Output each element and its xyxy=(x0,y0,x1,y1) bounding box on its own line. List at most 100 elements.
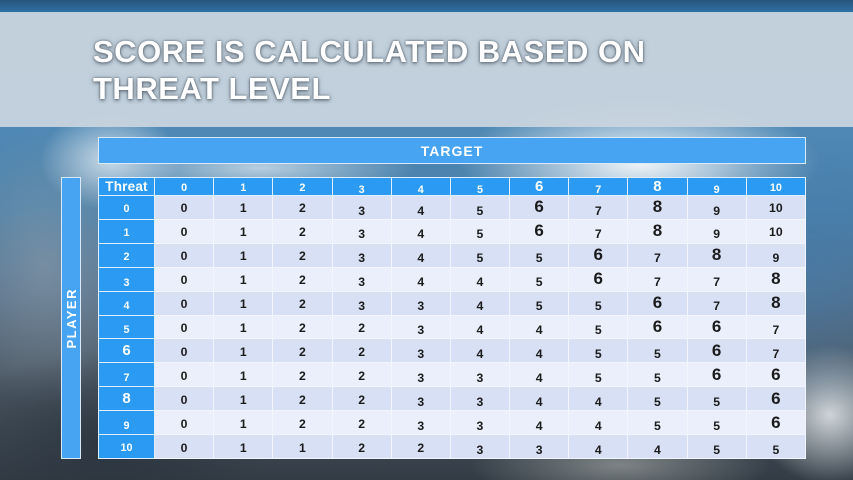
digit: 1 xyxy=(299,440,306,455)
score-cell: 1 xyxy=(213,290,274,316)
digit: 2 xyxy=(299,297,306,312)
score-cell: 7 xyxy=(627,242,688,268)
row-header: 7 xyxy=(98,362,155,388)
score-cell: 1 xyxy=(213,218,274,244)
digit: 4 xyxy=(654,442,661,457)
score-cell: 7 xyxy=(745,338,807,364)
table-row: 9 0 1 2 2 3 3 4 4 5 5 6 xyxy=(98,410,807,436)
score-cell: 5 xyxy=(509,266,570,292)
slide-title: SCORE IS CALCULATED BASED ON THREAT LEVE… xyxy=(93,34,646,106)
table-row: 0 0 1 2 3 4 5 6 7 8 9 10 xyxy=(98,195,807,220)
digit: 5 xyxy=(713,442,721,457)
digit: 0 xyxy=(180,320,188,335)
score-cell: 5 xyxy=(568,338,629,364)
score-cell: 6 xyxy=(745,362,807,388)
score-table: Threat 0 1 2 3 4 5 6 7 8 9 10 0 0 1 2 3 4 5 6 7 8 9 10 1 0 1 2 3 4 5… xyxy=(98,177,807,459)
score-cell: 1 xyxy=(213,434,274,459)
digit: 5 xyxy=(476,203,484,218)
score-cell: 3 xyxy=(331,218,392,244)
digit: 2 xyxy=(358,392,365,407)
digit: 7 xyxy=(595,183,602,196)
digit: 5 xyxy=(713,394,721,409)
digit: 1 xyxy=(239,201,247,216)
digit: 0 xyxy=(180,201,188,216)
digit: 5 xyxy=(594,370,602,385)
digit: 5 xyxy=(476,227,484,242)
digit: 1 xyxy=(239,392,247,407)
digit: 0 xyxy=(180,273,188,288)
column-header: 9 xyxy=(686,177,747,196)
digit: 4 xyxy=(594,442,602,457)
digit: 5 xyxy=(535,251,543,266)
digit: 0 xyxy=(180,392,188,407)
score-cell: 2 xyxy=(331,314,392,340)
column-header: 4 xyxy=(390,177,451,196)
target-axis-bar: TARGET xyxy=(98,137,806,164)
score-cell: 4 xyxy=(568,386,629,412)
digit: 7 xyxy=(654,251,661,266)
digit: 2 xyxy=(299,249,306,264)
digit: 2 xyxy=(299,392,306,407)
digit: 4 xyxy=(417,203,425,218)
digit: 1 xyxy=(769,182,776,194)
column-header: 2 xyxy=(272,177,333,196)
digit: 1 xyxy=(239,273,247,288)
score-cell: 4 xyxy=(509,410,570,436)
digit: 0 xyxy=(181,182,188,194)
digit: 2 xyxy=(299,201,306,216)
player-axis-label: PLAYER xyxy=(63,287,79,349)
row-header: 9 xyxy=(98,410,155,436)
table-row: 3 0 1 2 3 4 4 5 6 7 7 8 xyxy=(98,266,807,292)
score-cell: 5 xyxy=(449,242,511,268)
score-cell: 4 xyxy=(568,410,629,436)
score-cell: 3 xyxy=(449,386,511,412)
score-cell: 2 xyxy=(272,195,333,220)
score-cell: 6 xyxy=(686,338,747,364)
corner-header: Threat xyxy=(98,177,155,196)
digit: 3 xyxy=(417,418,425,433)
table-row: 4 0 1 2 3 3 4 5 5 6 7 8 xyxy=(98,290,807,316)
digit: 1 xyxy=(239,297,247,312)
digit: 4 xyxy=(535,323,543,338)
digit: 2 xyxy=(299,416,306,431)
score-cell: 3 xyxy=(331,195,392,220)
score-cell: 2 xyxy=(331,338,392,364)
score-cell: 8 xyxy=(745,290,807,316)
score-cell: 3 xyxy=(390,290,451,316)
score-cell: 2 xyxy=(331,386,392,412)
score-cell: 4 xyxy=(390,266,451,292)
digit: 5 xyxy=(476,251,484,266)
digit: 0 xyxy=(180,416,188,431)
digit: 4 xyxy=(535,346,543,361)
score-cell: 3 xyxy=(390,338,451,364)
score-cell: 2 xyxy=(272,266,333,292)
digit: 4 xyxy=(417,251,425,266)
score-cell: 4 xyxy=(627,434,688,459)
row-header: 1 xyxy=(98,218,155,244)
score-cell: 0 xyxy=(153,314,215,340)
table-row: 7 0 1 2 2 3 3 4 5 5 6 6 xyxy=(98,362,807,388)
digit: 0 xyxy=(775,201,783,216)
score-cell: 3 xyxy=(509,434,570,459)
score-cell: 1 xyxy=(272,434,333,459)
digit: 5 xyxy=(594,323,602,338)
score-cell: 7 xyxy=(568,218,629,244)
digit: 1 xyxy=(120,442,127,455)
score-cell: 2 xyxy=(272,338,333,364)
digit: 3 xyxy=(417,346,425,361)
digit: 6 xyxy=(711,316,722,336)
score-cell: 6 xyxy=(568,242,629,268)
digit: 2 xyxy=(358,320,365,335)
score-cell: 2 xyxy=(272,410,333,436)
digit: 2 xyxy=(358,368,365,383)
score-cell: 0 xyxy=(153,338,215,364)
score-cell: 6 xyxy=(686,314,747,340)
score-cell: 1 xyxy=(213,338,274,364)
digit: 3 xyxy=(535,442,543,457)
score-cell: 5 xyxy=(568,314,629,340)
digit: 2 xyxy=(299,225,306,240)
digit: 3 xyxy=(358,183,365,196)
digit: 5 xyxy=(594,346,602,361)
digit: 4 xyxy=(417,227,425,242)
digit: 5 xyxy=(594,299,602,314)
